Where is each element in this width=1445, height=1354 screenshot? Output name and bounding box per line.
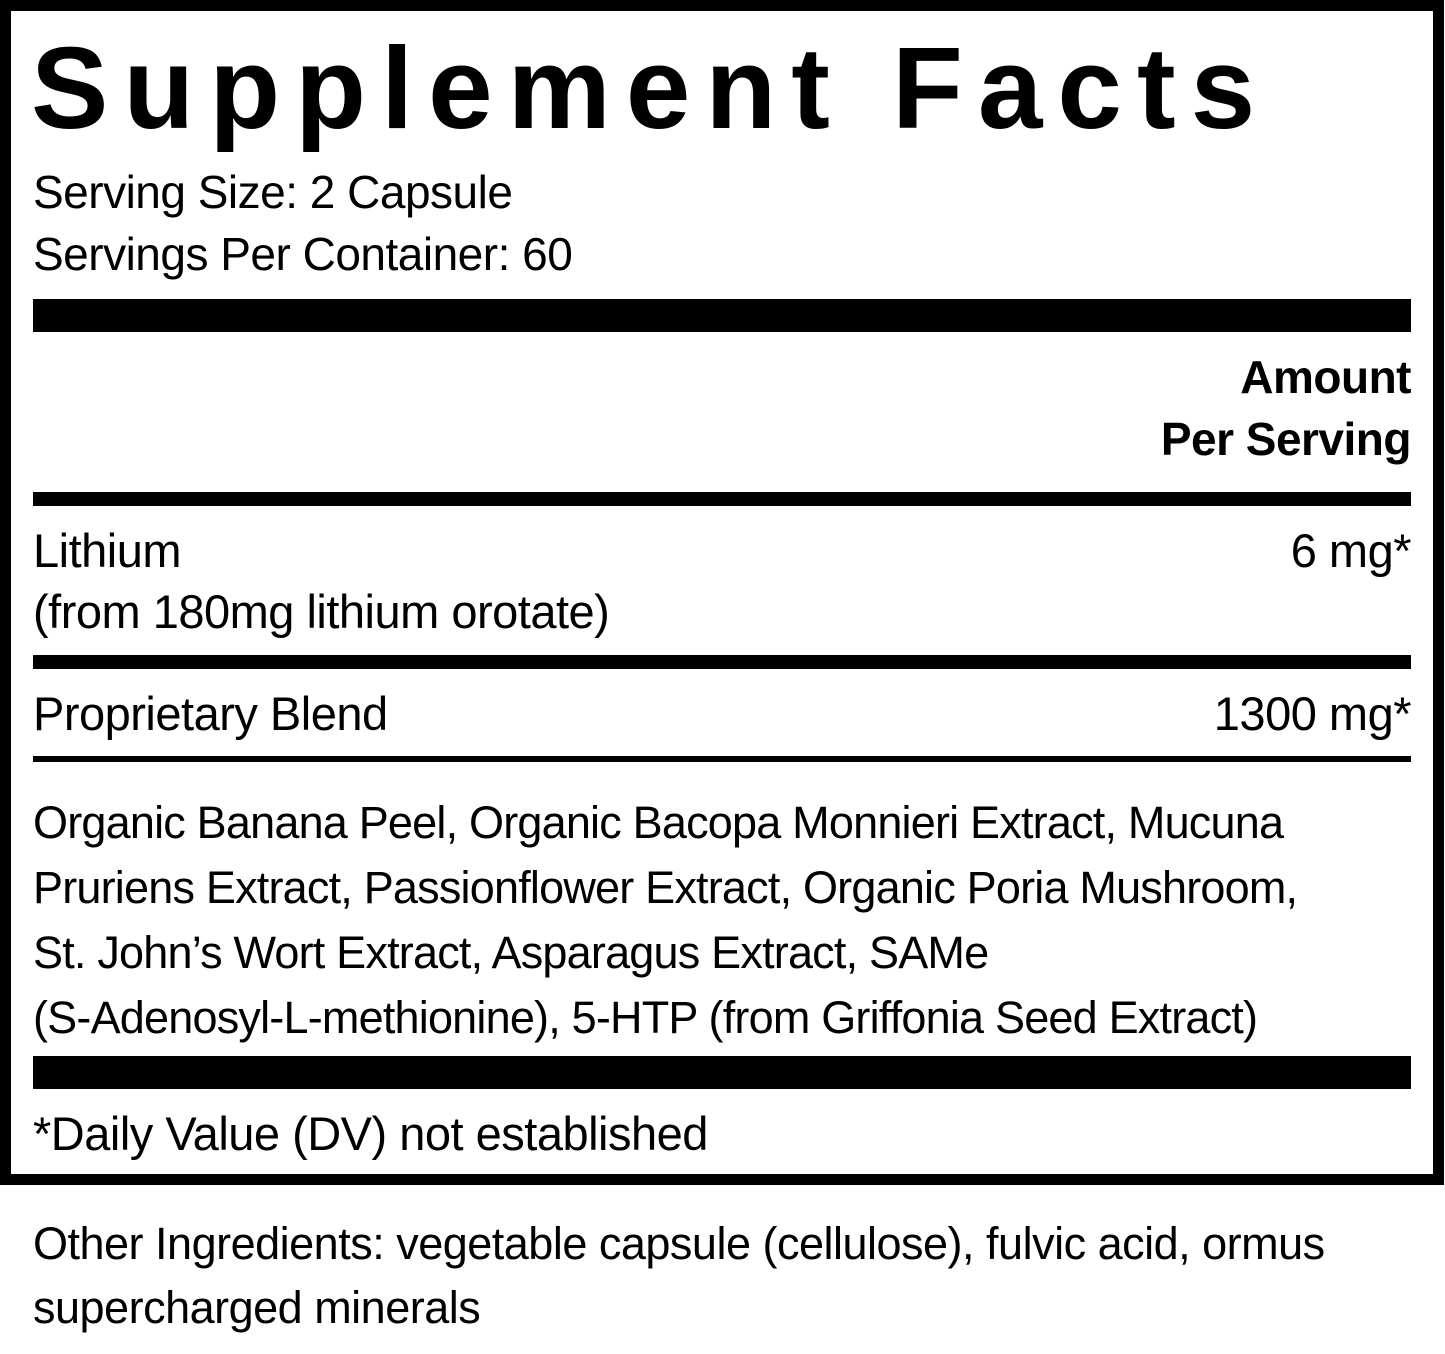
- ingredient-name-lithium: Lithium: [33, 524, 182, 578]
- blend-description-line: Pruriens Extract, Passionflower Extract,…: [33, 862, 1298, 914]
- ingredient-name-proprietary-blend: Proprietary Blend: [33, 687, 388, 741]
- serving-size-label: Serving Size:: [33, 166, 298, 219]
- ingredient-row-lithium: Lithium 6 mg*: [33, 506, 1412, 581]
- blend-description-line: St. John’s Wort Extract, Asparagus Extra…: [33, 927, 989, 979]
- panel-title: Supplement Facts: [31, 23, 1271, 153]
- serving-size-value: 2 Capsule: [309, 166, 513, 219]
- ingredient-amount-lithium: 6 mg*: [1290, 524, 1412, 578]
- divider-thin: [33, 756, 1411, 763]
- blend-description-line: (S-Adenosyl-L-methionine), 5-HTP (from G…: [33, 992, 1258, 1044]
- other-ingredients-line: Other Ingredients: vegetable capsule (ce…: [33, 1218, 1325, 1269]
- servings-per-container-line: Servings Per Container: 60: [33, 223, 1411, 285]
- divider-medium-middle: [33, 655, 1411, 670]
- amount-header-line2: Per Serving: [1160, 413, 1412, 466]
- ingredient-amount-proprietary-blend: 1300 mg*: [1213, 687, 1412, 741]
- supplement-facts-panel: Supplement Facts Serving Size: 2 Capsule…: [0, 0, 1444, 1185]
- blend-description: Organic Banana Peel, Organic Bacopa Monn…: [33, 762, 1411, 1054]
- divider-medium-top: [33, 492, 1411, 507]
- ingredient-row-proprietary-blend: Proprietary Blend 1300 mg*: [33, 669, 1412, 756]
- servings-per-container-value: 60: [522, 228, 573, 281]
- header-divider-thick: [33, 299, 1411, 333]
- other-ingredients-line: supercharged minerals: [33, 1282, 481, 1333]
- amount-per-serving-header: Amount Per Serving: [33, 332, 1412, 492]
- other-ingredients: Other Ingredients: vegetable capsule (ce…: [33, 1212, 1325, 1340]
- serving-size-line: Serving Size: 2 Capsule: [33, 161, 1411, 223]
- footnote-divider-thick: [33, 1056, 1411, 1090]
- daily-value-footnote: *Daily Value (DV) not established: [33, 1107, 708, 1161]
- servings-per-container-label: Servings Per Container:: [33, 228, 510, 281]
- ingredient-note-lithium: (from 180mg lithium orotate): [33, 585, 610, 639]
- blend-description-line: Organic Banana Peel, Organic Bacopa Monn…: [33, 797, 1284, 849]
- amount-header-line1: Amount: [1240, 351, 1411, 404]
